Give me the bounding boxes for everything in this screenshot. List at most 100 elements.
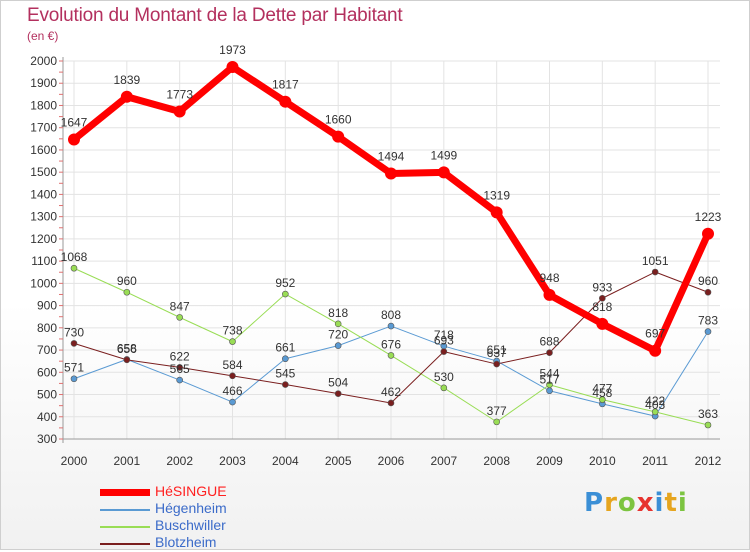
data-point (120, 90, 133, 103)
logo-letter: o (617, 488, 637, 518)
data-point (70, 340, 78, 347)
data-point (702, 227, 714, 240)
data-point (546, 387, 553, 395)
data-label: 1051 (642, 254, 669, 268)
data-point (599, 396, 606, 403)
data-label: 651 (487, 343, 507, 357)
data-point (68, 133, 80, 146)
data-point (704, 421, 712, 429)
data-label: 808 (381, 308, 401, 322)
data-label: 676 (381, 337, 401, 351)
data-point (599, 294, 606, 302)
chart-title: Evolution du Montant de la Dette par Hab… (27, 5, 403, 26)
y-tick-label: 1000 (30, 276, 57, 290)
data-label: 377 (487, 404, 507, 418)
data-point (70, 375, 78, 383)
data-point (176, 364, 183, 371)
data-point (437, 166, 450, 179)
data-label: 818 (328, 306, 348, 320)
x-tick-label: 2004 (272, 454, 299, 468)
data-label: 661 (275, 341, 295, 355)
data-point (282, 355, 289, 363)
proxiti-logo: Proxiti (584, 488, 688, 518)
data-label: 847 (170, 299, 190, 313)
data-point (493, 360, 500, 368)
data-point (176, 314, 183, 321)
x-tick-label: 2010 (589, 454, 616, 468)
data-label: 1068 (61, 250, 88, 264)
data-point (282, 290, 289, 298)
data-label: 693 (434, 334, 454, 348)
data-point (651, 408, 659, 416)
legend-swatch (100, 526, 150, 528)
data-label: 818 (592, 300, 612, 314)
x-tick-label: 2001 (113, 454, 140, 468)
data-label: 658 (117, 341, 137, 355)
data-point (440, 384, 448, 392)
data-point (387, 399, 395, 407)
y-tick-label: 1200 (30, 232, 57, 246)
data-label: 565 (170, 362, 190, 376)
data-point (440, 348, 448, 355)
data-label: 738 (222, 324, 242, 338)
legend-swatch (100, 509, 150, 511)
data-point (332, 130, 345, 143)
logo-letter: i (654, 488, 665, 518)
data-label: 530 (434, 370, 454, 384)
data-point (385, 167, 397, 180)
x-tick-label: 2006 (378, 454, 405, 468)
legend-label: HéSINGUE (155, 483, 227, 499)
data-label: 571 (64, 361, 84, 375)
data-point (70, 264, 78, 272)
data-point (704, 288, 712, 296)
data-label: 466 (222, 384, 242, 398)
data-label: 462 (381, 385, 401, 399)
data-label: 1973 (219, 43, 246, 57)
x-tick-label: 2009 (536, 454, 563, 468)
data-point (226, 61, 239, 74)
data-label: 1499 (430, 148, 457, 162)
data-point (334, 390, 342, 397)
data-label: 1494 (378, 150, 405, 164)
legend-label: Hégenheim (155, 500, 227, 516)
data-label: 504 (328, 376, 348, 390)
data-label: 960 (117, 274, 137, 288)
data-label: 584 (222, 358, 242, 372)
data-label: 1773 (166, 87, 193, 101)
data-label: 363 (698, 407, 718, 421)
data-label: 1223 (695, 210, 722, 224)
data-label: 718 (434, 328, 454, 342)
x-tick-label: 2005 (325, 454, 352, 468)
data-point (229, 338, 236, 345)
data-point (596, 317, 609, 330)
data-point (173, 105, 186, 118)
data-label-layer: 571 658 565 466 661 720 808 718 651 517 458 403 783 1… (61, 43, 722, 421)
logo-letter: i (677, 488, 688, 518)
chart-subtitle: (en €) (27, 29, 59, 43)
logo-letter: x (636, 488, 655, 518)
y-tick-label: 1800 (30, 98, 57, 112)
data-label: 688 (539, 335, 559, 349)
data-label: 960 (698, 274, 718, 288)
legend-label: Blotzheim (155, 534, 217, 550)
y-tick-label: 2000 (30, 54, 57, 68)
data-point (651, 268, 659, 276)
data-label: 1839 (113, 73, 140, 87)
data-point (387, 352, 395, 359)
x-tick-label: 2000 (61, 454, 88, 468)
data-label: 458 (592, 386, 612, 400)
data-point (229, 398, 236, 406)
y-tick-label: 1400 (30, 187, 57, 201)
legend-swatch (100, 489, 150, 496)
data-label: 403 (645, 398, 665, 412)
y-tick-label: 1500 (30, 165, 57, 179)
data-label: 720 (328, 328, 348, 342)
y-tick-label: 500 (37, 388, 57, 402)
legend-label: Buschwiller (155, 517, 226, 533)
data-label: 783 (698, 314, 718, 328)
data-label: 1817 (272, 78, 299, 92)
data-point (229, 372, 236, 380)
data-label: 622 (170, 349, 190, 363)
grid-layer (63, 60, 720, 440)
y-tick-label: 600 (37, 365, 57, 379)
